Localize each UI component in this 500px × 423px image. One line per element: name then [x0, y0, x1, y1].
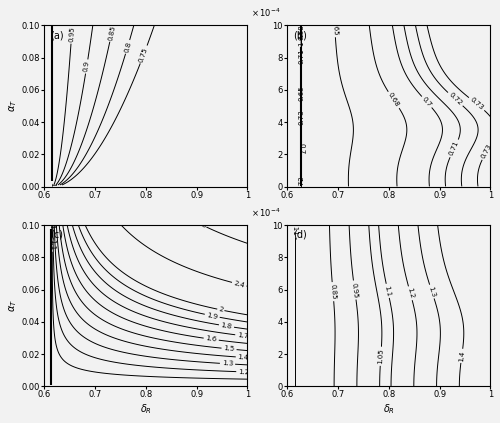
X-axis label: $\delta_R$: $\delta_R$: [383, 402, 395, 416]
Text: 0.71: 0.71: [298, 49, 304, 64]
Text: 1.1: 1.1: [384, 285, 392, 297]
Text: 1: 1: [298, 41, 304, 46]
Text: 1.2: 1.2: [406, 287, 414, 299]
Text: 0.65: 0.65: [298, 85, 304, 101]
Text: (c): (c): [50, 230, 64, 240]
Text: 0.68: 0.68: [387, 92, 400, 108]
Text: 0.71: 0.71: [448, 140, 460, 157]
Text: 1.3: 1.3: [428, 285, 436, 298]
Text: 1: 1: [49, 182, 55, 187]
Text: 1.7: 1.7: [237, 332, 249, 339]
Text: 1.3: 1.3: [222, 360, 234, 367]
Text: $\times\,10^{-4}$: $\times\,10^{-4}$: [250, 6, 280, 19]
Text: 0.95: 0.95: [351, 282, 358, 298]
X-axis label: $\delta_R$: $\delta_R$: [140, 402, 152, 416]
Text: 1.6: 1.6: [205, 335, 217, 343]
Text: (b): (b): [294, 30, 307, 40]
Text: 0.85: 0.85: [330, 284, 336, 299]
Text: 1.1: 1.1: [49, 239, 55, 250]
Text: (a): (a): [50, 30, 64, 40]
Text: 0.68: 0.68: [298, 24, 304, 40]
Text: 0.85: 0.85: [108, 24, 116, 41]
Text: 0.73: 0.73: [298, 109, 304, 125]
Text: (d): (d): [294, 230, 307, 240]
Text: 0.7: 0.7: [421, 96, 432, 108]
Text: 2.4: 2.4: [233, 280, 245, 288]
Text: $\times\,10^{-4}$: $\times\,10^{-4}$: [250, 206, 280, 219]
Text: 2: 2: [218, 306, 224, 313]
Text: 0.8: 0.8: [123, 41, 132, 53]
Text: 1.4: 1.4: [238, 354, 249, 361]
Text: 0.65: 0.65: [332, 20, 338, 36]
Text: 0.95: 0.95: [68, 26, 75, 42]
Text: 0.72: 0.72: [448, 92, 463, 107]
Text: 0.75: 0.75: [138, 46, 149, 63]
Text: 0.9: 0.9: [83, 60, 90, 72]
Y-axis label: $\alpha_T$: $\alpha_T$: [7, 299, 18, 312]
Text: 1.5: 1.5: [223, 345, 235, 352]
Text: 0.72: 0.72: [298, 176, 304, 191]
Text: 3: 3: [200, 222, 206, 229]
Text: 1.9: 1.9: [206, 312, 218, 320]
Text: 0.73: 0.73: [480, 143, 493, 159]
Text: 0.11: 0.11: [292, 220, 298, 236]
Text: 1.2: 1.2: [238, 369, 250, 375]
Text: 0.73: 0.73: [469, 96, 484, 111]
Text: 0.7: 0.7: [298, 143, 304, 154]
Text: 1.05: 1.05: [378, 348, 384, 364]
Text: 1: 1: [48, 224, 54, 228]
Y-axis label: $\alpha_T$: $\alpha_T$: [7, 99, 18, 113]
Text: 1.4: 1.4: [458, 350, 466, 362]
Text: 1.8: 1.8: [220, 322, 232, 330]
